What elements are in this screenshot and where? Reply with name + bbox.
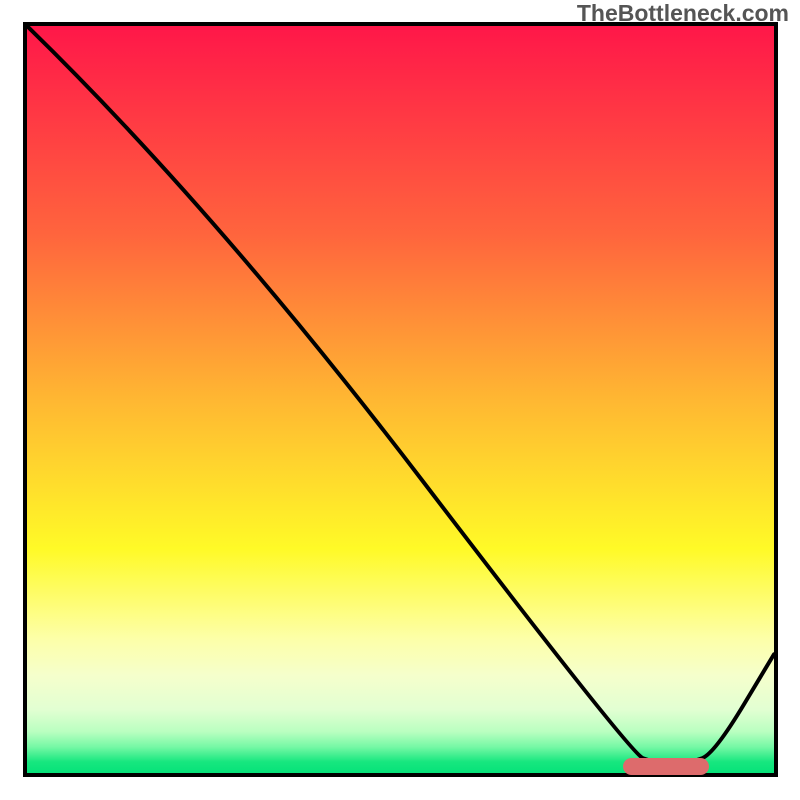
chart-container: TheBottleneck.com <box>0 0 800 800</box>
optimal-range-marker <box>623 758 709 775</box>
plot-svg <box>27 26 774 773</box>
gradient-background <box>27 26 774 773</box>
plot-area <box>23 22 778 777</box>
